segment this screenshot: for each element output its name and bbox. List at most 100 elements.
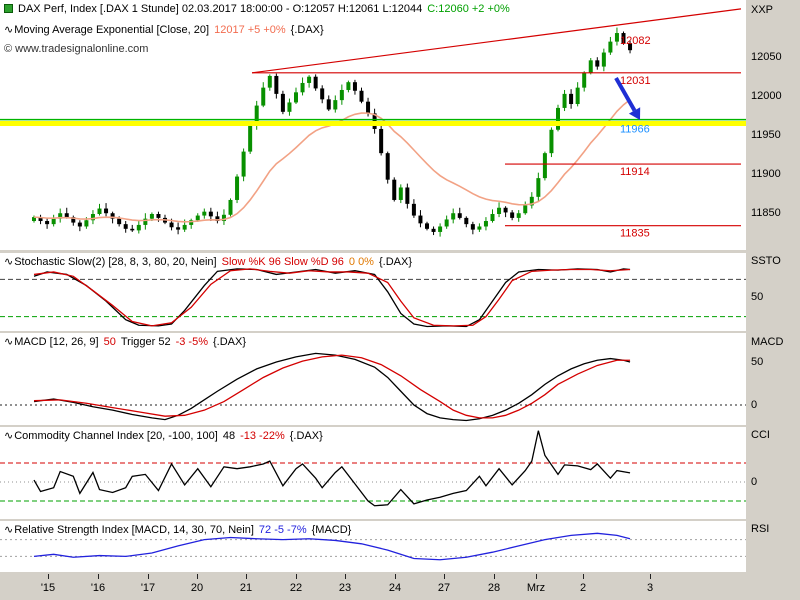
down-arrow-shaft[interactable]	[614, 77, 637, 112]
candle	[451, 213, 456, 220]
candle	[379, 128, 384, 154]
macd-chart[interactable]	[0, 333, 746, 425]
time-label: 2	[579, 582, 587, 594]
candle	[359, 90, 364, 102]
candle	[425, 223, 429, 229]
candle	[385, 153, 390, 180]
axis-label: 11950	[751, 129, 781, 141]
squiggle-icon: ∿	[4, 430, 14, 442]
macd-trigger: Trigger 52	[120, 336, 171, 348]
candle	[215, 216, 220, 222]
time-tick	[197, 574, 198, 579]
candle	[497, 207, 502, 214]
squiggle-icon: ∿	[4, 24, 14, 36]
slow-d-line	[33, 268, 631, 327]
candle	[195, 215, 200, 221]
axis-label: 11850	[751, 207, 781, 219]
candle	[274, 75, 279, 94]
axis-label: CCI	[751, 429, 770, 441]
axis-label: RSI	[751, 523, 770, 535]
time-tick	[395, 574, 396, 579]
time-tick	[494, 574, 495, 579]
ma-label: Moving Average Exponential [Close, 20]	[14, 24, 210, 36]
candle	[300, 82, 305, 93]
stochastic-chart[interactable]	[0, 253, 746, 331]
time-label: 24	[388, 582, 402, 594]
ssto-label: Stochastic Slow(2) [28, 8, 3, 80, 20, Ne…	[14, 256, 217, 268]
squiggle-icon: ∿	[4, 336, 14, 348]
candle	[64, 213, 69, 218]
time-tick	[583, 574, 584, 579]
candle	[267, 75, 272, 88]
candle	[294, 92, 298, 103]
cci-chart[interactable]	[0, 427, 746, 519]
candle	[280, 93, 285, 112]
candle	[176, 227, 181, 230]
candle	[136, 224, 141, 231]
rsi-chart[interactable]	[0, 521, 746, 572]
candle	[202, 211, 207, 216]
candle	[149, 214, 154, 219]
down-arrow-head[interactable]	[628, 107, 641, 120]
candle	[503, 207, 508, 213]
time-tick	[148, 574, 149, 579]
candle	[45, 221, 50, 225]
axis-label: 0	[751, 399, 758, 411]
candle	[326, 99, 331, 110]
candle	[97, 208, 102, 214]
rsi-suffix: {MACD}	[311, 524, 352, 536]
trigger-line	[33, 354, 631, 419]
candle	[241, 151, 246, 177]
candle	[392, 179, 397, 200]
candle	[156, 214, 161, 218]
axis-label: 12050	[751, 51, 782, 63]
time-tick	[246, 574, 247, 579]
price-axis[interactable]: XXP 12050 12000 11950 11900 11850 SSTO 50 MACD 50…	[746, 0, 800, 600]
time-label: '16	[90, 582, 106, 594]
cci-line	[33, 430, 631, 507]
axis-label: 0	[751, 476, 758, 488]
candle	[117, 218, 122, 225]
axis-label: 50	[751, 356, 764, 368]
candle	[261, 87, 266, 106]
instrument-header: DAX Perf, Index [.DAX 1 Stunde] 02.03.20…	[4, 3, 515, 15]
candle	[542, 153, 547, 179]
cci-header: ∿Commodity Channel Index [20, -100, 100]…	[4, 429, 328, 442]
candle	[457, 213, 462, 218]
candle	[84, 220, 89, 227]
candle	[490, 214, 495, 222]
cci-change: -13 -22%	[240, 430, 285, 442]
time-tick	[345, 574, 346, 579]
candle	[569, 93, 574, 105]
candle	[58, 213, 63, 219]
trendline[interactable]	[251, 8, 742, 74]
time-label: 27	[437, 582, 451, 594]
candle	[228, 199, 233, 215]
candle	[221, 214, 226, 222]
time-tick	[536, 574, 537, 579]
price-level-label[interactable]: 11966	[620, 124, 650, 136]
candle	[601, 52, 606, 67]
time-axis[interactable]: '15'16'17 20 21 22 23 24 27 28 Mrz 2 3	[0, 574, 746, 600]
copyright: © www.tradesignalonline.com	[4, 43, 149, 55]
slow-k-line	[33, 268, 631, 328]
candle	[352, 82, 357, 91]
price-level-label[interactable]: 11914	[620, 166, 650, 178]
candle	[208, 211, 213, 217]
price-level-label[interactable]: 12031	[620, 75, 651, 87]
candle	[411, 203, 416, 216]
candle	[510, 212, 515, 218]
rsi-line	[33, 532, 631, 561]
ma-suffix: {.DAX}	[290, 24, 324, 36]
price-level-label[interactable]: 12082	[620, 35, 651, 47]
ma-value: 12017 +5 +0%	[214, 24, 286, 36]
candle	[346, 82, 351, 90]
candle	[248, 125, 253, 152]
axis-label: SSTO	[751, 255, 781, 267]
price-level-label[interactable]: 11835	[620, 228, 650, 240]
candle	[405, 187, 410, 204]
main-price-chart[interactable]: 12082 12031 11966 11914 11835	[0, 0, 746, 250]
candle	[438, 226, 443, 232]
candle	[628, 43, 633, 51]
candle	[523, 205, 528, 214]
